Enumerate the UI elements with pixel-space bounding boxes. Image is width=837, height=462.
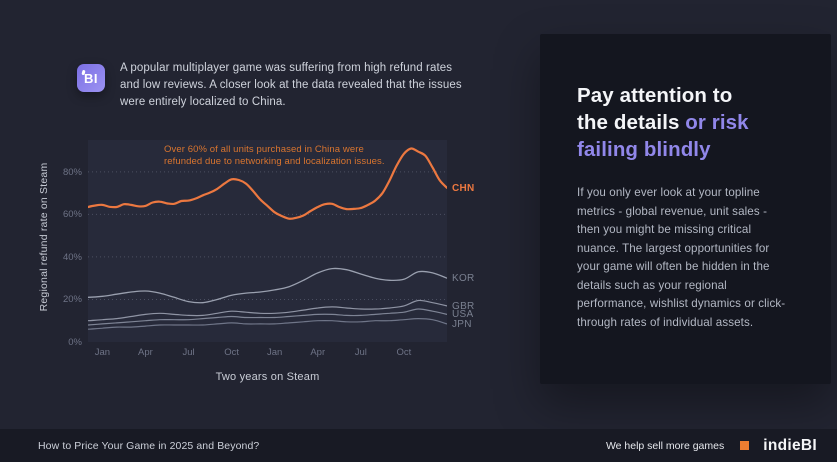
x-tick-label: Jul bbox=[182, 347, 195, 358]
series-label-kor: KOR bbox=[452, 273, 475, 285]
x-tick-label: Oct bbox=[396, 347, 412, 358]
orange-square-icon bbox=[740, 441, 750, 450]
series-label-jpn: JPN bbox=[452, 318, 472, 330]
x-tick-label: Apr bbox=[138, 347, 153, 358]
series-line-usa bbox=[88, 308, 447, 326]
indiebi-logo-icon: BI bbox=[77, 64, 105, 92]
y-tick-label: 40% bbox=[62, 251, 82, 263]
series-label-chn: CHN bbox=[452, 182, 475, 194]
y-tick-label: 0% bbox=[68, 337, 82, 348]
heading-line2-purple: or risk bbox=[685, 111, 749, 134]
logo-text: BI bbox=[84, 70, 98, 86]
panel-heading: Pay attention to the details or risk fai… bbox=[577, 82, 795, 163]
plot-area bbox=[88, 140, 447, 342]
x-tick-label: Apr bbox=[310, 347, 326, 358]
callout-panel: Pay attention to the details or risk fai… bbox=[540, 34, 831, 384]
chart-annotation: Over 60% of all units purchased in China… bbox=[164, 144, 385, 167]
heading-line3: failing blindly bbox=[577, 138, 711, 161]
y-tick-label: 20% bbox=[62, 294, 82, 306]
series-label-usa: USA bbox=[452, 309, 474, 321]
x-tick-label: Jan bbox=[267, 347, 283, 358]
series-label-gbr: GBR bbox=[452, 300, 475, 312]
x-axis-title: Two years on Steam bbox=[215, 371, 320, 383]
heading-line1: Pay attention to bbox=[577, 84, 733, 107]
x-tick-label: Oct bbox=[224, 347, 239, 358]
x-tick-label: Jan bbox=[94, 347, 111, 358]
indiebi-wordmark: indieBI bbox=[763, 436, 817, 454]
annotation-line1: Over 60% of all units purchased in China… bbox=[164, 144, 364, 155]
footer-tagline: We help sell more games bbox=[605, 439, 725, 452]
annotation-line2: refunded due to networking and localizat… bbox=[164, 155, 385, 167]
series-line-kor bbox=[88, 267, 447, 304]
series-line-gbr bbox=[88, 299, 447, 322]
footer-brand-group: We help sell more games indieBI bbox=[606, 437, 817, 455]
series-line-chn bbox=[88, 147, 447, 220]
x-tick-label: Jul bbox=[354, 347, 367, 358]
series-line-jpn bbox=[88, 318, 447, 330]
heading-line2-white: the details bbox=[577, 111, 686, 134]
y-tick-label: 80% bbox=[62, 166, 82, 178]
y-tick-label: 60% bbox=[62, 209, 82, 221]
footer-bar: How to Price Your Game in 2025 and Beyon… bbox=[0, 429, 837, 462]
footer-title: How to Price Your Game in 2025 and Beyon… bbox=[38, 439, 260, 452]
intro-paragraph: A popular multiplayer game was suffering… bbox=[120, 62, 462, 108]
panel-body-text: If you only ever look at your topline me… bbox=[577, 186, 786, 329]
